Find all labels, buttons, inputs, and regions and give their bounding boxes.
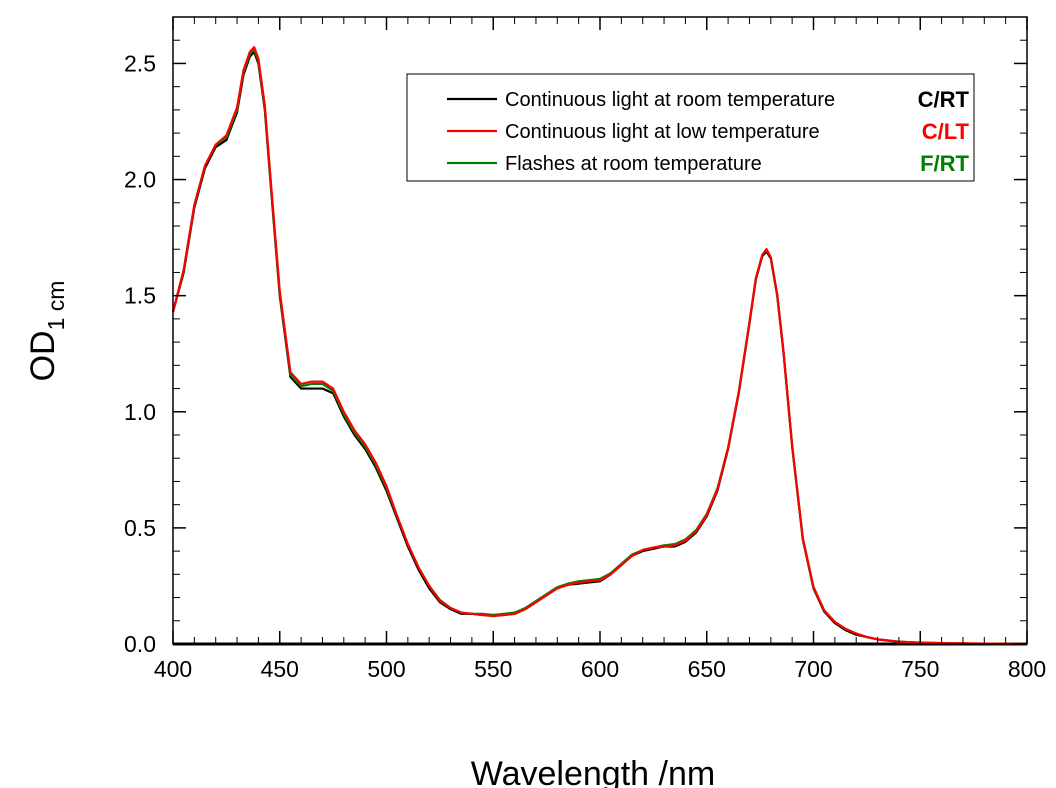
series-layer [171,46,1028,646]
x-tick-label: 650 [688,656,726,682]
legend-tag: C/LT [922,119,970,144]
legend-tag: C/RT [918,87,970,112]
x-tick-label: 500 [367,656,405,682]
y-tick-label: 1.5 [124,283,156,309]
x-tick-label: 450 [261,656,299,682]
x-tick-label: 400 [154,656,192,682]
tick-label-layer: 400 450 500 550 600 650 700 750 800 0.0 0.5 1.0 1.5 2… [124,50,1046,682]
y-axis-title-text: OD1 cm [24,281,69,382]
series-line-c-lt [171,46,1028,646]
y-tick-label: 1.0 [124,399,156,425]
y-axis-title-main: OD [24,330,62,381]
legend-label: Flashes at room temperature [505,153,762,175]
x-tick-label: 550 [474,656,512,682]
y-axis-title: OD1 cm [24,281,69,382]
y-tick-label: 0.5 [124,515,156,541]
legend-label: Continuous light at low temperature [505,121,820,143]
x-tick-label: 800 [1008,656,1046,682]
x-tick-label: 600 [581,656,619,682]
legend-box [406,73,975,182]
legend: Continuous light at room temperature C/RT… [406,73,975,182]
legend-tag: F/RT [920,151,969,176]
tick-layer [172,16,1028,645]
y-axis-title-sub: 1 cm [43,281,69,331]
y-tick-label: 0.0 [124,631,156,657]
x-tick-label: 700 [794,656,832,682]
legend-items: Continuous light at room temperature C/RT… [447,87,970,176]
x-tick-label: 750 [901,656,939,682]
legend-label: Continuous light at room temperature [505,89,835,111]
y-tick-label: 2.5 [124,50,156,76]
x-axis-title: Wavelength /nm [471,755,715,788]
y-tick-label: 2.0 [124,167,156,193]
